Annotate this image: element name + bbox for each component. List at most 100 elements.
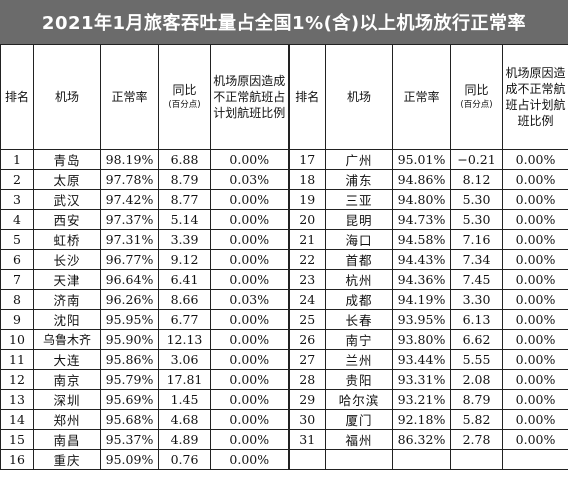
cell-rate: 98.19% bbox=[100, 149, 159, 170]
cell-rate: 94.86% bbox=[392, 169, 451, 190]
cell-yoy: 1.45 bbox=[158, 389, 211, 410]
cell-cancel: 0.00% bbox=[210, 329, 289, 350]
cell-yoy: 8.79 bbox=[158, 169, 211, 190]
cell-cancel: 0.00% bbox=[502, 349, 568, 370]
cell-rate: 96.77% bbox=[100, 249, 159, 270]
cell-cancel: 0.03% bbox=[210, 289, 289, 310]
cell-airport: 福州 bbox=[325, 429, 393, 450]
table-row: 16 重庆 95.09% 0.76 0.00% bbox=[0, 449, 568, 470]
cell-airport: 西安 bbox=[33, 209, 101, 230]
cell-rate: 94.36% bbox=[392, 269, 451, 290]
table-body: 1 青岛 98.19% 6.88 0.00% 17 广州 95.01% −0.21 0.00% 2 太… bbox=[0, 149, 568, 470]
cell-rank: 23 bbox=[287, 269, 326, 290]
cell-yoy: −0.21 bbox=[450, 149, 503, 170]
cell-rank: 12 bbox=[0, 369, 34, 390]
cell-rate: 95.69% bbox=[100, 389, 159, 410]
table-row: 2 太原 97.78% 8.79 0.03% 18 浦东 94.86% 8.12 0.00% bbox=[0, 169, 568, 190]
cell-rank: 29 bbox=[287, 389, 326, 410]
header-yoy-right: 同比 (百分点) bbox=[450, 44, 503, 150]
cell-rate: 97.42% bbox=[100, 189, 159, 210]
cell-yoy: 4.89 bbox=[158, 429, 211, 450]
cell-rank: 28 bbox=[287, 369, 326, 390]
cell-cancel: 0.00% bbox=[210, 229, 289, 250]
header-yoy-unit: (百分点) bbox=[460, 100, 493, 111]
cell-rate: 94.19% bbox=[392, 289, 451, 310]
cell-rate: 97.37% bbox=[100, 209, 159, 230]
table-row: 7 天津 96.64% 6.41 0.00% 23 杭州 94.36% 7.45 0.00% bbox=[0, 269, 568, 290]
cell-yoy: 2.08 bbox=[450, 369, 503, 390]
cell-yoy: 7.34 bbox=[450, 249, 503, 270]
cell-rank: 19 bbox=[287, 189, 326, 210]
cell-rank: 15 bbox=[0, 429, 34, 450]
cell-cancel: 0.00% bbox=[502, 249, 568, 270]
cell-rank: 31 bbox=[287, 429, 326, 450]
cell-rank: 27 bbox=[287, 349, 326, 370]
cell-airport: 广州 bbox=[325, 149, 393, 170]
cell-rate: 97.31% bbox=[100, 229, 159, 250]
cell-cancel: 0.00% bbox=[502, 429, 568, 450]
cell-airport bbox=[325, 449, 393, 470]
cell-airport: 太原 bbox=[33, 169, 101, 190]
table-row: 11 大连 95.86% 3.06 0.00% 27 兰州 93.44% 5.55 0.00% bbox=[0, 349, 568, 370]
cell-yoy: 3.06 bbox=[158, 349, 211, 370]
cell-rate: 95.79% bbox=[100, 369, 159, 390]
cell-cancel: 0.00% bbox=[210, 149, 289, 170]
table-row: 13 深圳 95.69% 1.45 0.00% 29 哈尔滨 93.21% 8.79 0.00% bbox=[0, 389, 568, 410]
cell-airport: 乌鲁木齐 bbox=[33, 329, 101, 350]
cell-yoy: 12.13 bbox=[158, 329, 211, 350]
cell-cancel: 0.00% bbox=[502, 369, 568, 390]
cell-cancel: 0.00% bbox=[502, 269, 568, 290]
cell-rank: 1 bbox=[0, 149, 34, 170]
cell-rate bbox=[392, 449, 451, 470]
table-row: 1 青岛 98.19% 6.88 0.00% 17 广州 95.01% −0.21 0.00% bbox=[0, 149, 568, 170]
cell-cancel: 0.00% bbox=[210, 389, 289, 410]
cell-yoy: 8.66 bbox=[158, 289, 211, 310]
cell-airport: 天津 bbox=[33, 269, 101, 290]
cell-rate: 93.80% bbox=[392, 329, 451, 350]
cell-yoy: 5.82 bbox=[450, 409, 503, 430]
cell-rank: 11 bbox=[0, 349, 34, 370]
cell-yoy: 9.12 bbox=[158, 249, 211, 270]
cell-airport: 大连 bbox=[33, 349, 101, 370]
table-row: 8 济南 96.26% 8.66 0.03% 24 成都 94.19% 3.30 0.00% bbox=[0, 289, 568, 310]
header-airport-left: 机场 bbox=[33, 44, 101, 150]
cell-yoy: 7.16 bbox=[450, 229, 503, 250]
cell-cancel: 0.00% bbox=[210, 209, 289, 230]
cell-airport: 南宁 bbox=[325, 329, 393, 350]
cell-yoy: 6.62 bbox=[450, 329, 503, 350]
cell-rate: 95.01% bbox=[392, 149, 451, 170]
cell-rate: 94.43% bbox=[392, 249, 451, 270]
cell-rank: 25 bbox=[287, 309, 326, 330]
table-header-row: 排名 机场 正常率 同比 (百分点) 机场原因造成不正常航班占计划航班比例 排名… bbox=[0, 44, 568, 150]
cell-rate: 95.09% bbox=[100, 449, 159, 470]
cell-airport: 贵阳 bbox=[325, 369, 393, 390]
cell-airport: 重庆 bbox=[33, 449, 101, 470]
header-yoy-left: 同比 (百分点) bbox=[158, 44, 211, 150]
cell-airport: 南京 bbox=[33, 369, 101, 390]
cell-yoy: 6.41 bbox=[158, 269, 211, 290]
cell-cancel: 0.00% bbox=[210, 249, 289, 270]
cell-cancel: 0.00% bbox=[210, 449, 289, 470]
cell-rate: 95.86% bbox=[100, 349, 159, 370]
cell-rank: 18 bbox=[287, 169, 326, 190]
cell-cancel: 0.00% bbox=[502, 389, 568, 410]
table-row: 10 乌鲁木齐 95.90% 12.13 0.00% 26 南宁 93.80% 6.62 0.00… bbox=[0, 329, 568, 350]
header-rate-left: 正常率 bbox=[100, 44, 159, 150]
cell-airport: 浦东 bbox=[325, 169, 393, 190]
cell-rank: 4 bbox=[0, 209, 34, 230]
header-rank-left: 排名 bbox=[0, 44, 34, 150]
cell-yoy: 6.88 bbox=[158, 149, 211, 170]
cell-rate: 93.31% bbox=[392, 369, 451, 390]
cell-cancel: 0.03% bbox=[210, 169, 289, 190]
cell-rate: 93.95% bbox=[392, 309, 451, 330]
cell-rate: 97.78% bbox=[100, 169, 159, 190]
cell-airport: 兰州 bbox=[325, 349, 393, 370]
cell-rank: 8 bbox=[0, 289, 34, 310]
cell-airport: 厦门 bbox=[325, 409, 393, 430]
cell-cancel: 0.00% bbox=[210, 309, 289, 330]
header-yoy-label: 同比 bbox=[464, 83, 489, 98]
table-row: 6 长沙 96.77% 9.12 0.00% 22 首都 94.43% 7.34 0.00% bbox=[0, 249, 568, 270]
cell-cancel: 0.00% bbox=[210, 429, 289, 450]
cell-rank: 20 bbox=[287, 209, 326, 230]
header-airport-right: 机场 bbox=[325, 44, 393, 150]
